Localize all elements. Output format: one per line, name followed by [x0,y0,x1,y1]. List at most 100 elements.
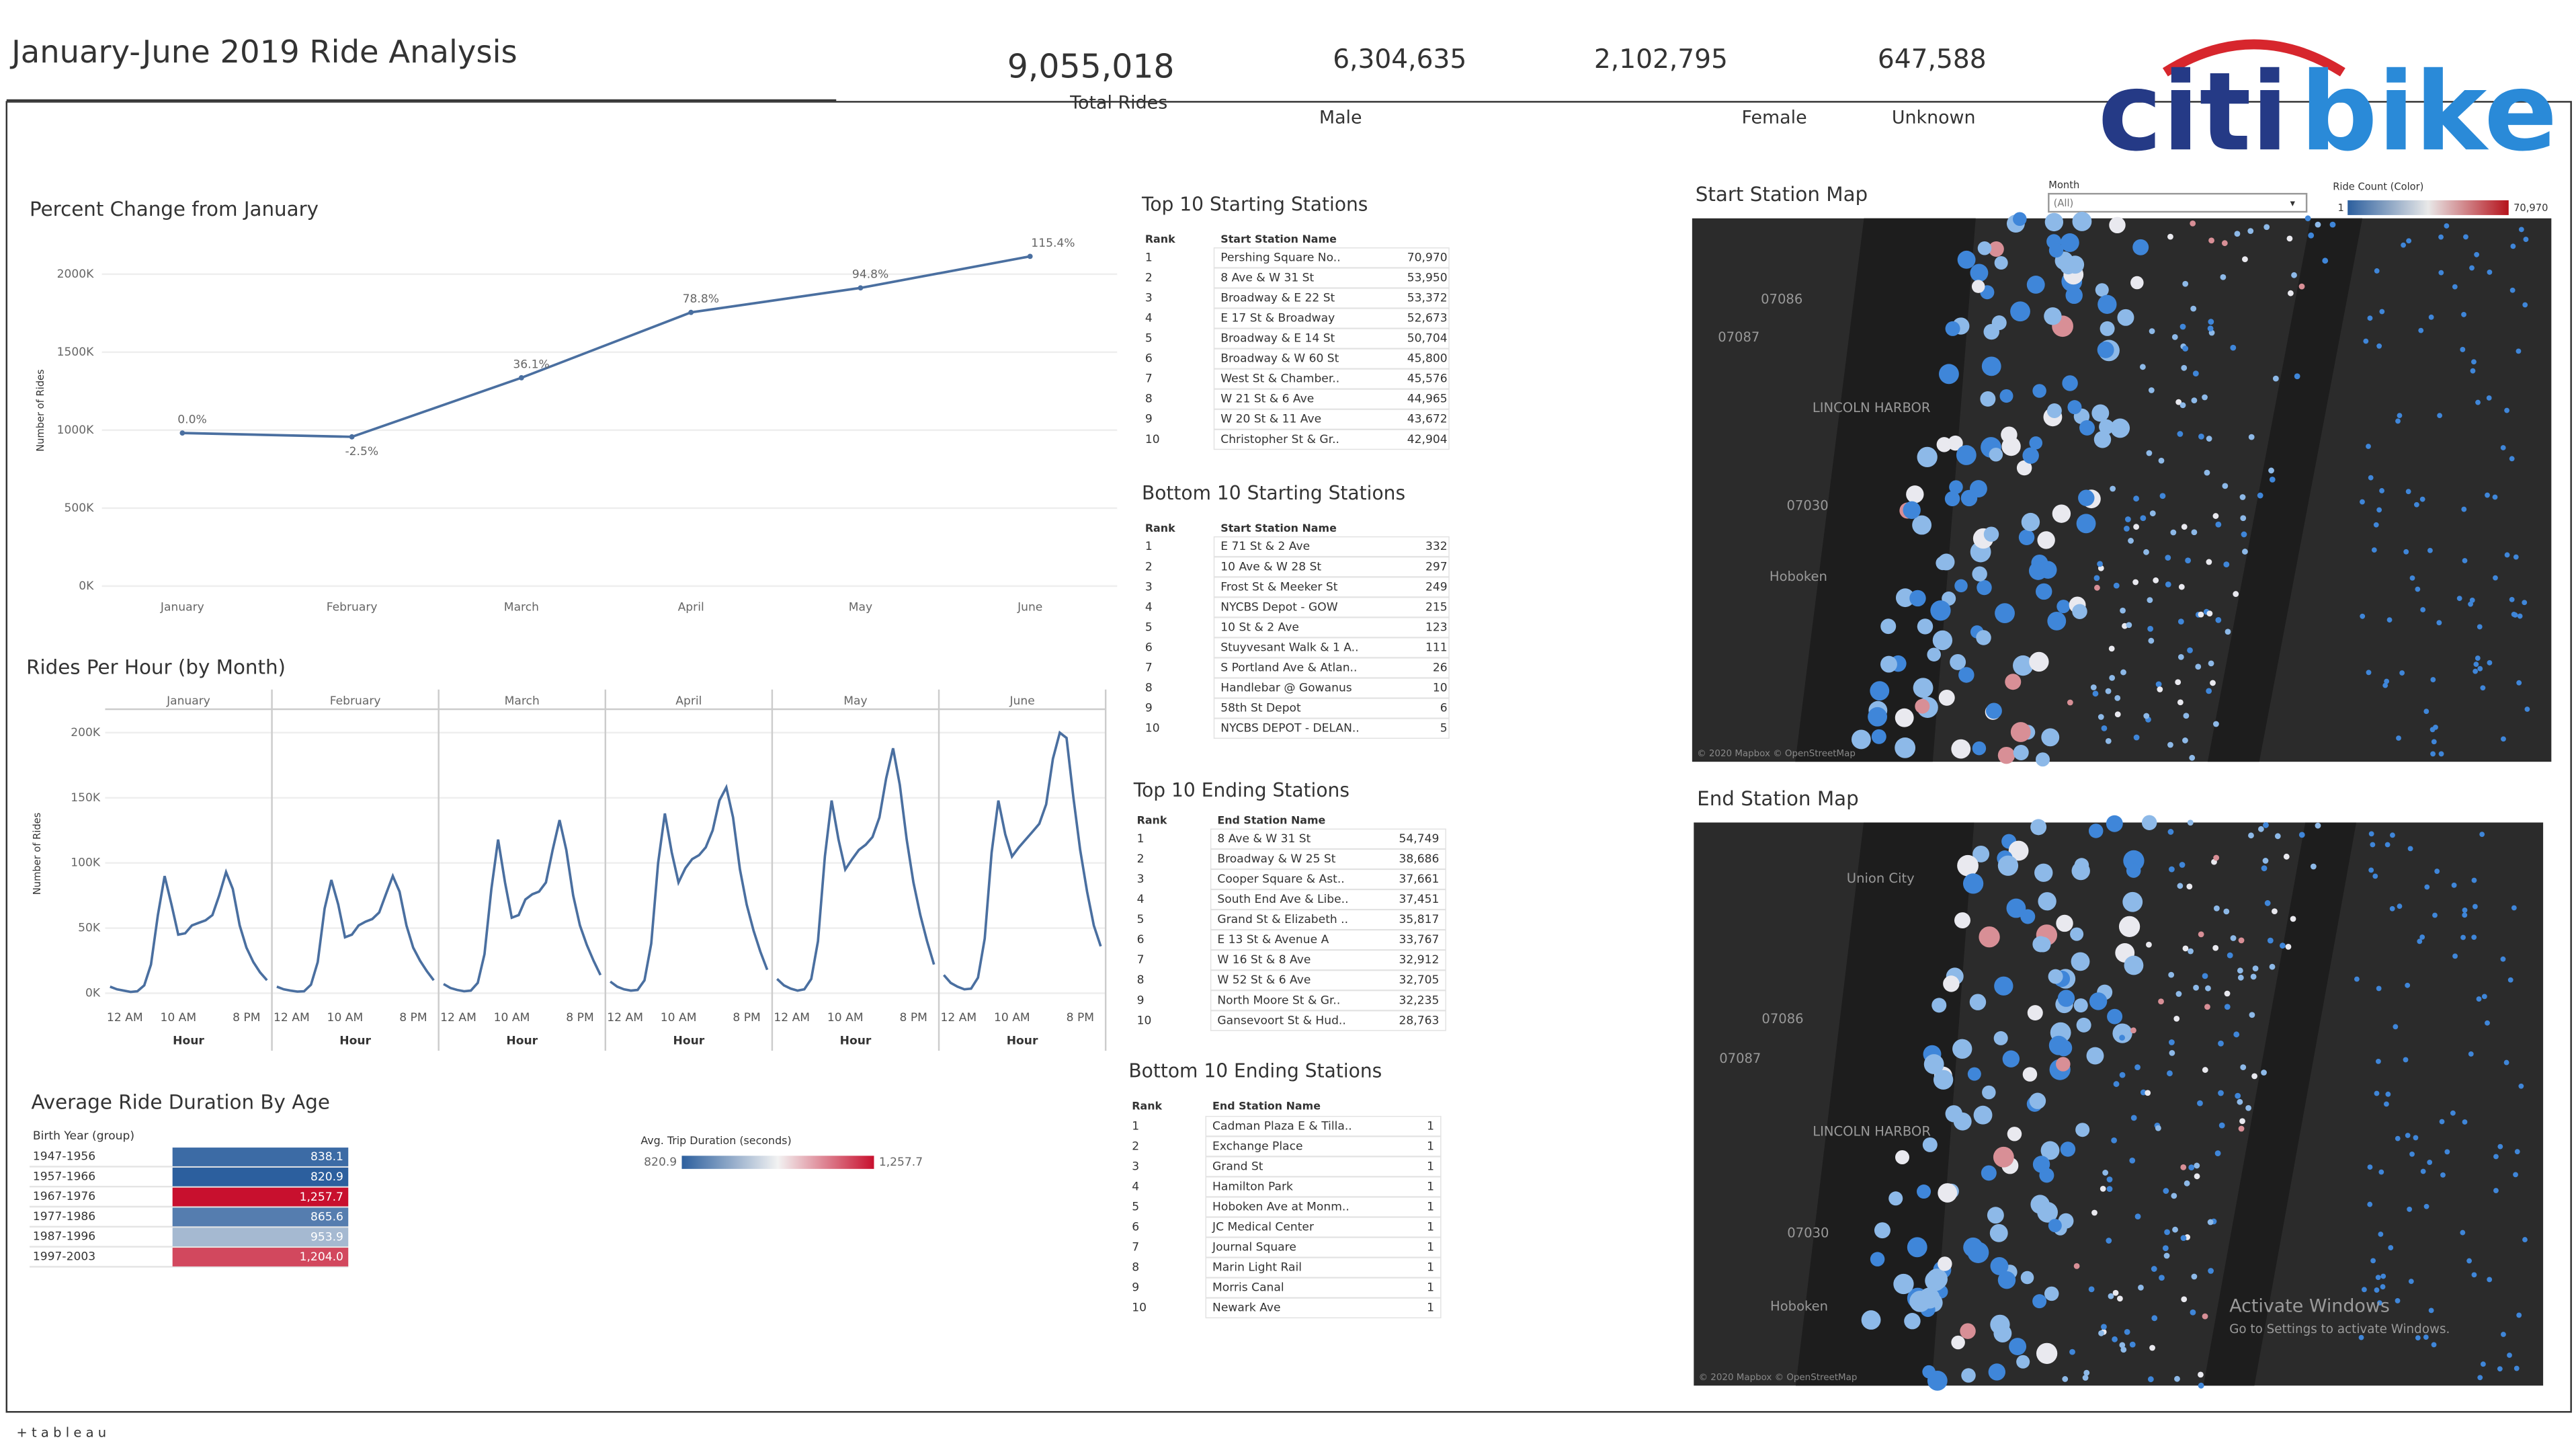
map-station [2108,1293,2114,1299]
row-cell [1213,247,1450,268]
legend-tick-label: 1,257.7 [879,1156,923,1169]
y-axis-label: Number of Rides [32,813,43,895]
cell-label: 1,257.7 [300,1191,343,1204]
line [610,784,769,992]
map-station [2177,653,2184,660]
map-station [2374,268,2380,274]
map-river [2203,822,2357,1386]
map-station [2294,373,2300,380]
ride-count: 52,673 [1407,312,1448,325]
map-station [2248,434,2255,440]
map-station [2385,1091,2391,1097]
line [776,748,936,992]
map-station [2290,916,2296,922]
map-station [2013,212,2027,227]
x-tick-label: 12 AM [774,1011,810,1024]
map-station [2524,707,2530,712]
map-station [2177,431,2184,437]
map-station [2434,869,2440,874]
map-station [2239,494,2246,500]
map-station [2038,892,2056,911]
map-station [2182,945,2189,952]
station-name: Newark Ave [1212,1301,1281,1315]
map-station [2106,815,2123,832]
table-title: Top 10 Ending Stations [1133,779,1349,801]
map-station [1917,618,1934,635]
ride-count: 53,950 [1407,271,1448,284]
ride-count: 28,763 [1399,1014,1440,1027]
map-station [2428,1308,2434,1314]
cell-label: 865.6 [310,1211,343,1224]
map-station [2101,725,2108,731]
ride-count: 35,817 [1399,913,1440,926]
map-station [2257,492,2263,499]
map-station [2213,854,2220,861]
map-station [2405,489,2411,495]
map-station [1903,501,1921,519]
map-station [2367,315,2373,321]
map-station [2223,908,2230,915]
map-station [2145,1090,2151,1096]
map-station [2405,1133,2411,1138]
map-station [2431,1342,2437,1348]
row-cell [1213,409,1450,430]
line [942,730,1102,991]
ride-count: 1 [1427,1180,1434,1193]
map-station [2513,1365,2520,1371]
y-tick-label: 1500K [57,346,95,359]
map-station [2177,883,2184,889]
map-station [2224,1004,2231,1010]
map-station [2468,601,2473,607]
map-station [2401,242,2406,248]
annotation: 115.4% [1031,237,1075,250]
map-station [2367,1164,2373,1170]
map-station [2112,1336,2118,1342]
map-station [2487,270,2493,275]
map-station [2182,737,2188,743]
map-station [2088,1286,2095,1293]
station-name: E 17 St & Broadway [1220,312,1335,325]
map-station [2124,525,2130,532]
map-station [2250,973,2257,980]
x-tick-label: March [504,601,539,614]
map-station [2204,1004,2210,1010]
ride-count: 32,912 [1399,953,1440,967]
map-station [2384,678,2390,684]
map-station [2102,1170,2109,1176]
map-station [2474,251,2480,257]
map-station [2471,359,2477,365]
map-station [2444,223,2450,229]
x-tick-label: 10 AM [494,1011,530,1024]
map-station [2237,967,2243,974]
map-station [1949,480,1963,494]
map-station [2169,1039,2175,1045]
map-station [2028,561,2048,580]
map-station [1981,1165,1997,1181]
map-station [2420,1168,2426,1174]
row-cell [1213,368,1450,390]
kpi-value: 2,102,795 [1594,44,1728,75]
map-station [2177,699,2184,706]
map-station [2237,974,2244,981]
map-station [2379,309,2385,315]
map-station [2167,829,2174,835]
map-station [2108,645,2115,652]
map-station [2106,1176,2113,1182]
point [1027,253,1033,259]
row-label: 1947-1956 [33,1150,95,1164]
map-station [1969,480,1987,497]
map-station [1912,515,1932,535]
map-station [1932,630,1953,651]
filter-dropdown[interactable] [2048,192,2308,213]
map-station [2399,670,2405,676]
map-station [2376,1300,2382,1306]
map-station [2419,496,2425,502]
rank: 1 [1145,540,1153,553]
map-station [1907,1237,1927,1258]
line [443,819,602,993]
map-station [1851,729,1871,750]
map-station [2415,586,2421,592]
map-station [2100,1185,2106,1192]
map-station [2429,727,2436,733]
rank: 6 [1132,1221,1139,1234]
